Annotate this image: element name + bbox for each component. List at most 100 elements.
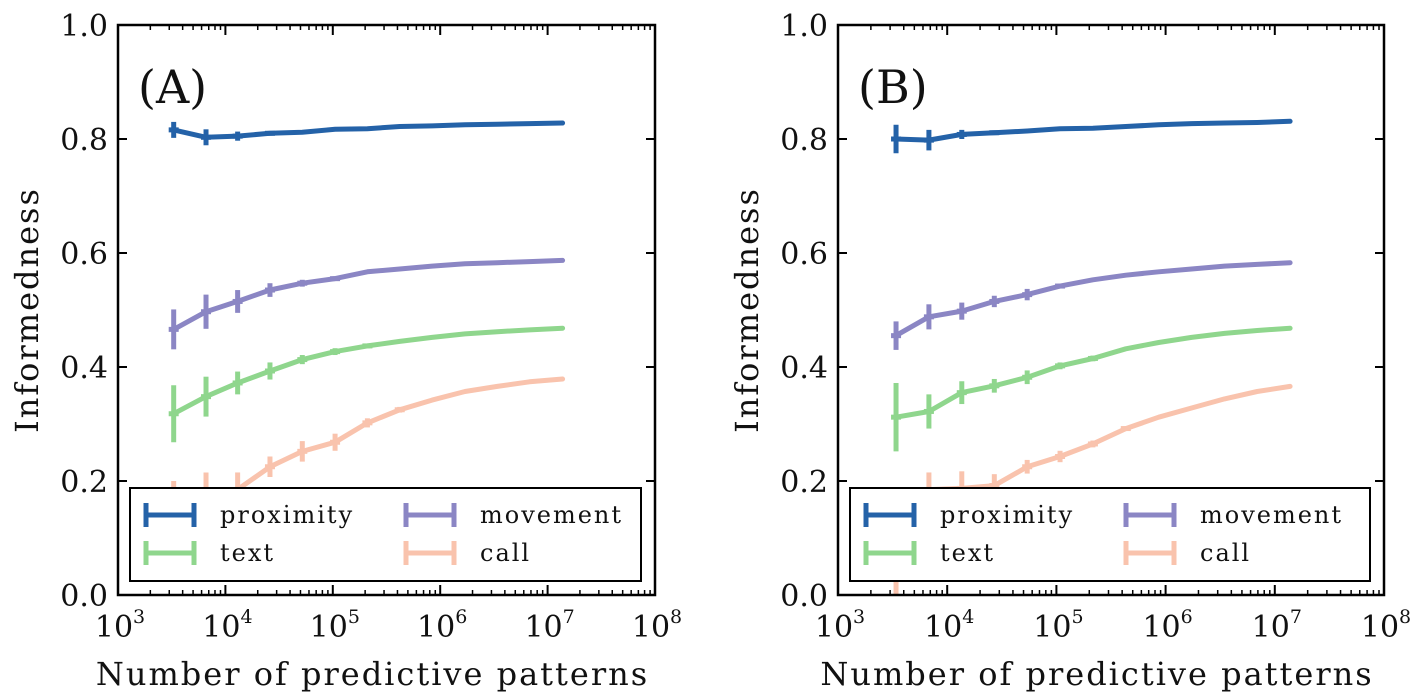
x-tick-label: 103 <box>95 606 145 645</box>
error-bar-call <box>1087 440 1098 448</box>
error-bar-text <box>201 376 212 417</box>
error-bar-movement <box>297 279 308 287</box>
error-bar-movement <box>923 304 934 330</box>
plot-frame <box>836 23 1386 597</box>
x-tick-label: 107 <box>524 606 574 645</box>
legend-item-text: text <box>863 539 995 567</box>
y-tick-label: 0.0 <box>780 579 828 614</box>
legend-label: call <box>480 539 531 567</box>
panel-label: (A) <box>138 60 207 114</box>
y-tick-label: 0.0 <box>60 579 108 614</box>
x-tick-label: 106 <box>417 606 467 645</box>
x-tick-label: 108 <box>1361 606 1411 645</box>
error-bar-call <box>362 418 373 428</box>
legend-item-call: call <box>403 539 531 567</box>
error-bar-text <box>891 382 902 452</box>
error-bar-text <box>1087 355 1098 362</box>
error-bar-proximity <box>201 129 212 146</box>
legend-label: movement <box>480 501 623 529</box>
y-tick-label: 0.4 <box>780 351 828 386</box>
error-bar-proximity <box>989 130 1000 136</box>
y-tick-label: 0.6 <box>60 237 108 272</box>
series-line-text <box>893 325 1293 420</box>
x-axis-label: Number of predictive patterns <box>820 655 1373 693</box>
x-tick-label: 103 <box>815 606 865 645</box>
error-bar-movement <box>330 276 341 282</box>
legend-label: text <box>940 539 995 567</box>
error-bar-movement <box>201 294 212 329</box>
error-bar-text <box>956 381 967 405</box>
y-tick-label: 1.0 <box>780 9 828 44</box>
y-tick-label: 1.0 <box>60 9 108 44</box>
error-bar-call <box>1022 459 1033 474</box>
error-bar-text <box>330 348 341 356</box>
x-tick-label: 104 <box>924 606 974 645</box>
y-tick-label: 0.8 <box>60 123 108 158</box>
error-bar-call <box>297 441 308 462</box>
error-bar-text <box>362 343 373 349</box>
panel-label: (B) <box>858 60 928 114</box>
y-axis-label: Informedness <box>728 187 766 433</box>
x-tick-label: 107 <box>1252 606 1302 645</box>
y-tick-label: 0.4 <box>60 351 108 386</box>
legend-label: proximity <box>220 501 354 529</box>
series-line-text <box>171 325 566 417</box>
error-bar-call <box>1055 450 1066 463</box>
error-bar-proximity <box>264 130 275 136</box>
x-tick-label: 106 <box>1142 606 1192 645</box>
error-bar-call <box>264 456 275 478</box>
legend-item-proximity: proximity <box>863 501 1074 529</box>
error-bar-call <box>394 406 405 413</box>
y-axis-label: Informedness <box>8 187 46 433</box>
legend-label: proximity <box>940 501 1074 529</box>
series-line-movement <box>171 257 566 332</box>
chart-panel-b: 0.0 0.2 0.4 0.6 0.8 1.0 103 104 105 106 107 108 Numb… <box>728 9 1411 693</box>
x-axis-label: Number of predictive patterns <box>96 655 649 693</box>
error-bar-text <box>1055 362 1066 370</box>
error-bar-proximity <box>168 121 179 138</box>
series-line-movement <box>893 260 1293 339</box>
x-tick-label: 108 <box>632 606 682 645</box>
error-bar-call <box>1120 426 1131 432</box>
legend-item-proximity: proximity <box>143 501 354 529</box>
x-tick-label: 105 <box>1033 606 1083 645</box>
plot-area <box>168 120 566 533</box>
error-bar-text <box>923 394 934 429</box>
error-bar-proximity <box>232 131 243 141</box>
error-bar-text <box>989 378 1000 393</box>
legend-item-movement: movement <box>1123 501 1343 529</box>
error-bar-movement <box>232 290 243 313</box>
error-bar-text <box>264 362 275 380</box>
legend-box <box>849 487 1371 582</box>
error-bar-movement <box>1022 288 1033 301</box>
y-tick-label: 0.6 <box>780 237 828 272</box>
legend-label: call <box>1200 539 1251 567</box>
legend: proximity movement text call <box>129 487 642 582</box>
legend-label: movement <box>1200 501 1343 529</box>
error-bar-text <box>297 355 308 365</box>
error-bar-movement <box>891 321 902 350</box>
chart-panel-a: 0.0 0.2 0.4 0.6 0.8 1.0 103 104 105 106 107 108 Numb… <box>8 9 682 693</box>
error-bar-text <box>168 385 179 443</box>
error-bar-text <box>1022 370 1033 385</box>
y-tick-label: 0.8 <box>780 123 828 158</box>
plot-frame <box>116 23 657 597</box>
legend-item-call: call <box>1123 539 1251 567</box>
error-bar-movement <box>989 295 1000 308</box>
error-bar-proximity <box>891 124 902 154</box>
series-line-proximity <box>893 118 1293 143</box>
error-bar-movement <box>1055 283 1066 289</box>
legend-box <box>129 487 642 582</box>
y-tick-label: 0.2 <box>60 465 108 500</box>
error-bar-movement <box>956 302 967 320</box>
error-bar-movement <box>264 283 275 297</box>
error-bar-proximity <box>923 129 934 151</box>
x-tick-label: 105 <box>310 606 360 645</box>
error-bar-call <box>330 433 341 451</box>
legend: proximity movement text call <box>849 487 1371 582</box>
x-tick-label: 104 <box>202 606 252 645</box>
y-tick-label: 0.2 <box>780 465 828 500</box>
legend-label: text <box>220 539 275 567</box>
error-bar-proximity <box>956 129 967 139</box>
